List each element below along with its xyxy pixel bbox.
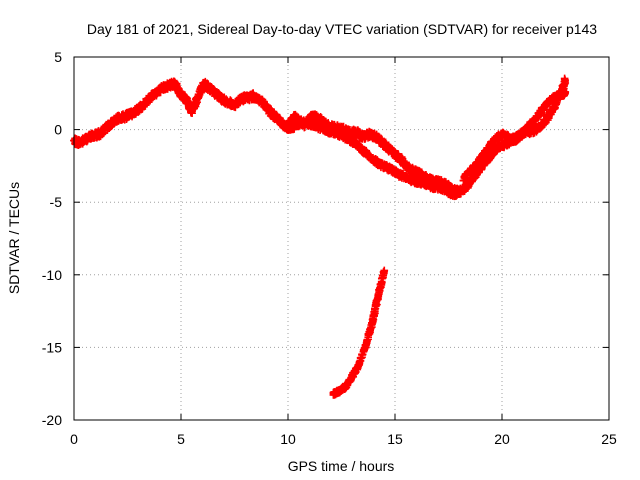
- x-tick-label: 25: [601, 431, 617, 447]
- x-tick-label: 10: [280, 431, 296, 447]
- y-tick-label: -20: [42, 412, 62, 428]
- data-points: [70, 74, 570, 399]
- x-axis-label: GPS time / hours: [288, 458, 395, 474]
- x-tick-label: 0: [70, 431, 78, 447]
- y-tick-label: 0: [54, 122, 62, 138]
- y-tick-label: -5: [50, 194, 63, 210]
- y-axis-label: SDTVAR / TECUs: [6, 182, 22, 294]
- data-point: [561, 76, 569, 85]
- y-tick-label: -10: [42, 267, 62, 283]
- y-tick-label: -15: [42, 339, 62, 355]
- chart-title: Day 181 of 2021, Sidereal Day-to-day VTE…: [87, 21, 597, 37]
- x-tick-label: 15: [387, 431, 403, 447]
- y-tick-label: 5: [54, 49, 62, 65]
- x-tick-label: 20: [494, 431, 510, 447]
- grid-lines: [74, 57, 609, 420]
- x-tick-label: 5: [177, 431, 185, 447]
- series-1: [266, 105, 461, 201]
